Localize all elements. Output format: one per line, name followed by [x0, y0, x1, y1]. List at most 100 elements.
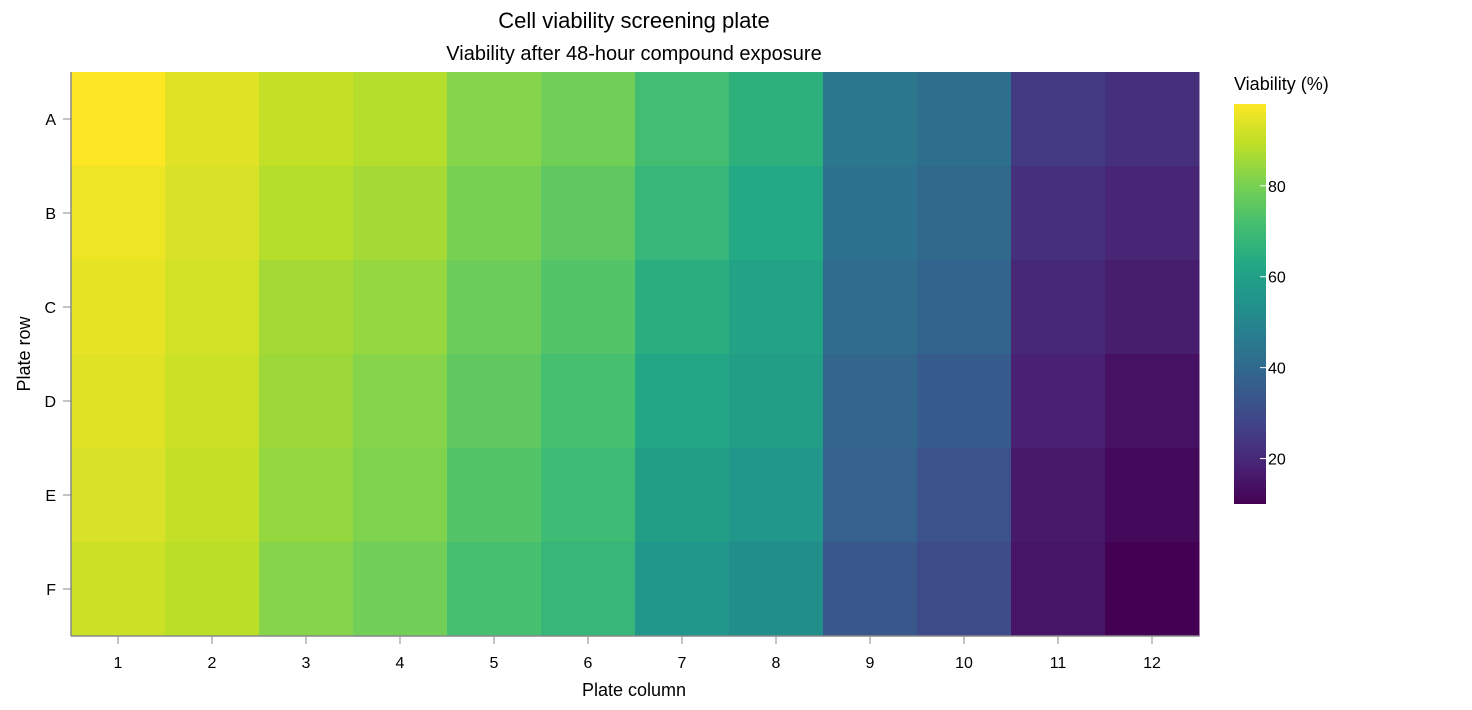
heatmap-cell-D5 — [447, 354, 542, 449]
heatmap-cell-D1 — [71, 354, 166, 449]
heatmap-cell-E10 — [917, 448, 1012, 543]
x-tick-label: 9 — [866, 655, 875, 672]
heatmap-cell-A5 — [447, 72, 542, 167]
heatmap-cell-A11 — [1011, 72, 1106, 167]
heatmap-cell-F1 — [71, 542, 166, 637]
heatmap-cell-F12 — [1105, 542, 1200, 637]
x-axis: 1 2 3 4 5 6 7 8 9 10 11 12 — [71, 635, 1199, 672]
heatmap-cell-A2 — [165, 72, 260, 167]
x-tick-label: 7 — [678, 655, 687, 672]
heatmap-cells — [71, 72, 1200, 637]
x-tick-label: 1 — [114, 655, 123, 672]
heatmap-cell-C1 — [71, 260, 166, 355]
heatmap-cell-C8 — [729, 260, 824, 355]
heatmap-cell-B12 — [1105, 166, 1200, 261]
heatmap-cell-B10 — [917, 166, 1012, 261]
heatmap-cell-C11 — [1011, 260, 1106, 355]
x-tick-label: 3 — [302, 655, 311, 672]
heatmap-cell-C6 — [541, 260, 636, 355]
heatmap-cell-E5 — [447, 448, 542, 543]
x-tick-label: 8 — [772, 655, 781, 672]
heatmap-cell-C5 — [447, 260, 542, 355]
heatmap-cell-E2 — [165, 448, 260, 543]
heatmap-cell-D7 — [635, 354, 730, 449]
heatmap-cell-F11 — [1011, 542, 1106, 637]
x-tick-label: 6 — [584, 655, 593, 672]
heatmap-cell-C9 — [823, 260, 918, 355]
y-tick-label: E — [45, 488, 56, 505]
heatmap-cell-B1 — [71, 166, 166, 261]
heatmap-cell-B3 — [259, 166, 354, 261]
heatmap-cell-E9 — [823, 448, 918, 543]
heatmap-cell-D3 — [259, 354, 354, 449]
heatmap-cell-E6 — [541, 448, 636, 543]
heatmap-cell-F6 — [541, 542, 636, 637]
heatmap-cell-A10 — [917, 72, 1012, 167]
legend-tick-label: 60 — [1268, 270, 1286, 287]
heatmap-cell-F5 — [447, 542, 542, 637]
heatmap-cell-F7 — [635, 542, 730, 637]
heatmap-cell-B6 — [541, 166, 636, 261]
x-tick-label: 4 — [396, 655, 405, 672]
y-tick-label: D — [44, 394, 56, 411]
heatmap-cell-A8 — [729, 72, 824, 167]
heatmap-cell-D12 — [1105, 354, 1200, 449]
heatmap-cell-E7 — [635, 448, 730, 543]
x-tick-label: 11 — [1050, 655, 1067, 672]
heatmap-cell-E8 — [729, 448, 824, 543]
heatmap-cell-D4 — [353, 354, 448, 449]
heatmap-cell-F9 — [823, 542, 918, 637]
heatmap-cell-D9 — [823, 354, 918, 449]
heatmap-cell-C7 — [635, 260, 730, 355]
heatmap-cell-A9 — [823, 72, 918, 167]
legend-ticks: 20 40 60 80 — [1260, 179, 1286, 469]
heatmap-cell-B9 — [823, 166, 918, 261]
legend-tick-label: 20 — [1268, 452, 1286, 469]
heatmap-cell-A7 — [635, 72, 730, 167]
heatmap-cell-E1 — [71, 448, 166, 543]
x-tick-label: 12 — [1143, 655, 1161, 672]
heatmap-cell-F2 — [165, 542, 260, 637]
heatmap-cell-B8 — [729, 166, 824, 261]
legend-color-bar — [1234, 104, 1266, 504]
heatmap-cell-A6 — [541, 72, 636, 167]
heatmap-cell-B7 — [635, 166, 730, 261]
y-tick-label: F — [46, 582, 56, 599]
y-axis: A B C D E F — [44, 72, 72, 636]
chart-subtitle: Viability after 48-hour compound exposur… — [446, 43, 821, 65]
y-tick-label: C — [44, 300, 56, 317]
heatmap-cell-C12 — [1105, 260, 1200, 355]
legend-tick-label: 40 — [1268, 361, 1286, 378]
heatmap-cell-D8 — [729, 354, 824, 449]
heatmap-cell-D2 — [165, 354, 260, 449]
x-tick-label: 2 — [208, 655, 217, 672]
chart-title: Cell viability screening plate — [498, 8, 769, 33]
heatmap-cell-F3 — [259, 542, 354, 637]
heatmap-cell-F8 — [729, 542, 824, 637]
heatmap-cell-A3 — [259, 72, 354, 167]
heatmap-cell-E4 — [353, 448, 448, 543]
x-tick-label: 5 — [490, 655, 499, 672]
heatmap-cell-A4 — [353, 72, 448, 167]
heatmap-cell-B2 — [165, 166, 260, 261]
heatmap-cell-C3 — [259, 260, 354, 355]
heatmap-cell-B5 — [447, 166, 542, 261]
heatmap-cell-F10 — [917, 542, 1012, 637]
color-legend: Viability (%) 20 40 60 80 — [1234, 74, 1329, 504]
heatmap-cell-D6 — [541, 354, 636, 449]
x-axis-title: Plate column — [582, 680, 686, 700]
legend-title: Viability (%) — [1234, 74, 1329, 94]
heatmap-cell-B11 — [1011, 166, 1106, 261]
x-tick-label: 10 — [955, 655, 973, 672]
legend-tick-label: 80 — [1268, 179, 1286, 196]
heatmap-cell-D10 — [917, 354, 1012, 449]
heatmap-cell-F4 — [353, 542, 448, 637]
heatmap-cell-C10 — [917, 260, 1012, 355]
heatmap-cell-E3 — [259, 448, 354, 543]
y-tick-label: B — [45, 206, 56, 223]
heatmap-cell-A12 — [1105, 72, 1200, 167]
heatmap-cell-A1 — [71, 72, 166, 167]
heatmap-cell-D11 — [1011, 354, 1106, 449]
y-tick-label: A — [45, 112, 56, 129]
